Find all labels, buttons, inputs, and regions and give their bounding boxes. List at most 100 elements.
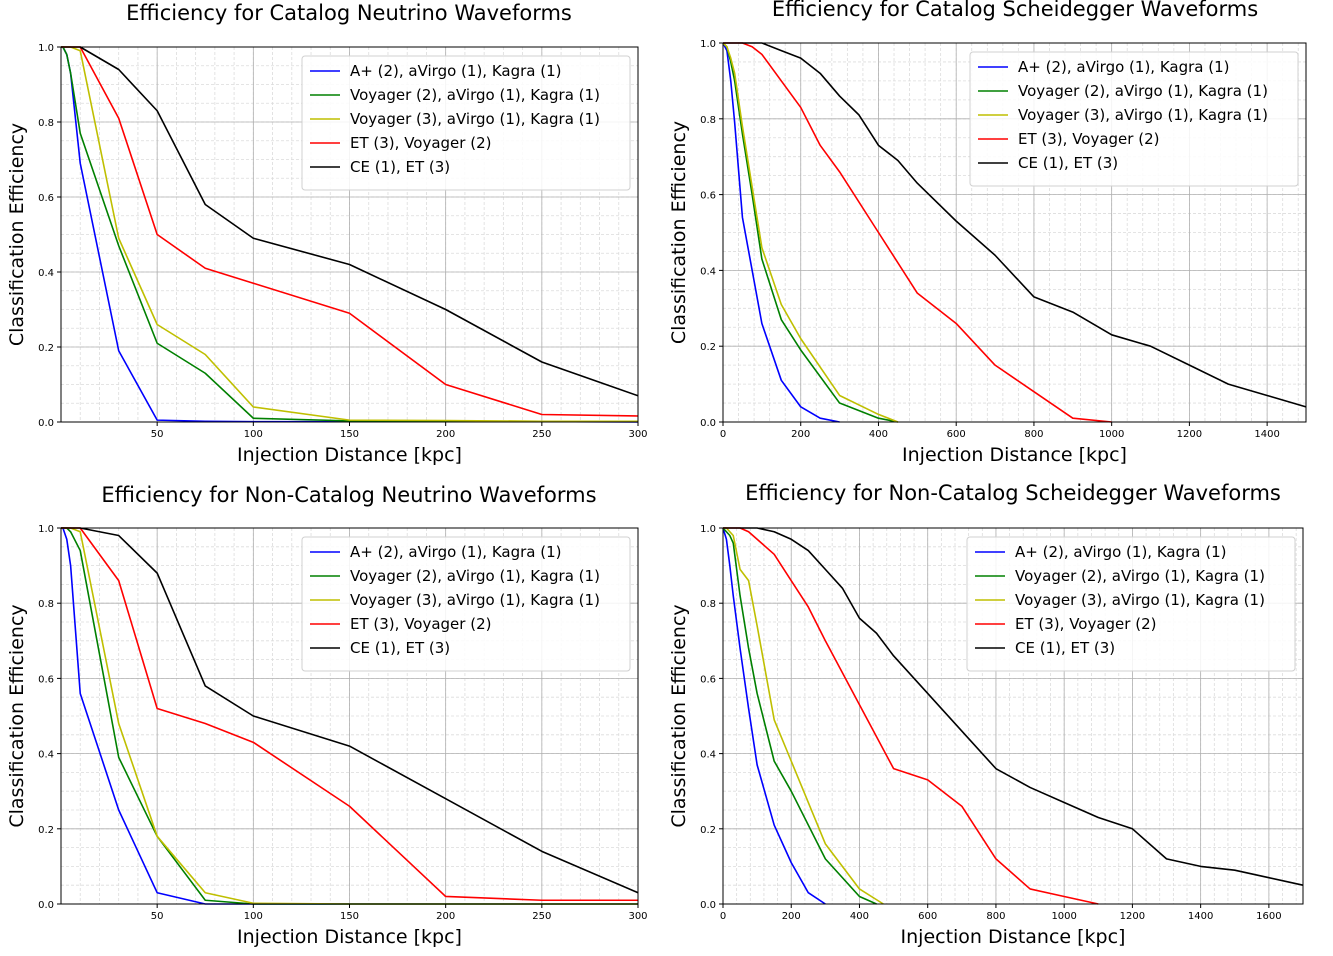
x-tick-label: 200: [436, 911, 455, 922]
legend-label: A+ (2), aVirgo (1), Kagra (1): [350, 62, 562, 80]
y-tick-label: 0.6: [38, 193, 54, 204]
legend-box: [301, 536, 631, 672]
x-tick-label: 200: [436, 429, 455, 440]
legend-label: Voyager (2), aVirgo (1), Kagra (1): [1018, 82, 1268, 100]
x-tick-label: 150: [340, 911, 359, 922]
y-tick-label: 0.6: [38, 674, 54, 685]
legend-label: Voyager (3), aVirgo (1), Kagra (1): [1015, 591, 1265, 609]
chart-title: Efficiency for Non-Catalog Scheidegger W…: [745, 481, 1281, 505]
x-tick-label: 1200: [1120, 911, 1145, 922]
x-tick-label: 300: [628, 911, 647, 922]
series-line-2: [722, 527, 877, 905]
legend-label: ET (3), Voyager (2): [1018, 130, 1159, 148]
legend-label: CE (1), ET (3): [350, 639, 450, 657]
legend-label: ET (3), Voyager (2): [350, 615, 491, 633]
legend-label: Voyager (2), aVirgo (1), Kagra (1): [1015, 567, 1265, 585]
legend-label: Voyager (3), aVirgo (1), Kagra (1): [1018, 106, 1268, 124]
y-tick-label: 0.4: [38, 268, 54, 279]
series-line-5: [723, 527, 1304, 886]
x-tick-label: 600: [947, 429, 966, 440]
y-tick-label: 0.2: [700, 342, 716, 353]
y-axis-label: Classification Efficiency: [6, 604, 28, 827]
legend: A+ (2), aVirgo (1), Kagra (1) Voyager (2)…: [301, 55, 631, 191]
x-tick-label: 800: [986, 911, 1005, 922]
x-tick-label: 150: [340, 429, 359, 440]
x-tick-label: 0: [720, 429, 726, 440]
y-tick-label: 0.0: [700, 900, 716, 911]
y-tick-label: 1.0: [700, 39, 716, 50]
legend-label: ET (3), Voyager (2): [1015, 615, 1156, 633]
x-tick-label: 100: [244, 429, 263, 440]
series-line-5: [723, 42, 1307, 408]
legend-label: CE (1), ET (3): [1015, 639, 1115, 657]
x-tick-label: 1400: [1188, 911, 1213, 922]
x-tick-label: 200: [791, 429, 810, 440]
y-tick-label: 1.0: [38, 524, 54, 535]
x-tick-label: 50: [151, 429, 164, 440]
legend: A+ (2), aVirgo (1), Kagra (1) Voyager (2)…: [301, 536, 631, 672]
series-line-1: [722, 42, 840, 423]
x-tick-label: 1200: [1177, 429, 1202, 440]
y-tick-label: 0.0: [38, 418, 54, 429]
series-line-3: [723, 527, 884, 905]
y-tick-label: 1.0: [38, 43, 54, 54]
series-line-4: [723, 42, 1112, 423]
y-tick-label: 0.8: [700, 115, 716, 126]
x-tick-label: 250: [532, 911, 551, 922]
legend-label: CE (1), ET (3): [350, 158, 450, 176]
y-axis-label: Classification Efficiency: [6, 123, 28, 346]
x-tick-label: 100: [244, 911, 263, 922]
legend-box: [966, 536, 1296, 672]
x-tick-label: 600: [918, 911, 937, 922]
legend-label: Voyager (2), aVirgo (1), Kagra (1): [350, 567, 600, 585]
y-tick-label: 0.6: [700, 674, 716, 685]
legend-label: ET (3), Voyager (2): [350, 134, 491, 152]
y-tick-label: 0.8: [38, 599, 54, 610]
x-tick-label: 1400: [1254, 429, 1279, 440]
x-tick-label: 400: [869, 429, 888, 440]
chart-panel-3: 50 100 150 200 250 300 0.0 0.2 0.4 0.6 0.8 1.0 Effic…: [6, 483, 648, 948]
chart-title: Efficiency for Non-Catalog Neutrino Wave…: [101, 483, 596, 507]
x-tick-label: 1000: [1099, 429, 1124, 440]
x-tick-label: 1600: [1256, 911, 1281, 922]
chart-title: Efficiency for Catalog Neutrino Waveform…: [126, 1, 572, 25]
axes-frame: [722, 527, 1304, 905]
y-tick-label: 1.0: [700, 524, 716, 535]
y-tick-label: 0.2: [700, 825, 716, 836]
legend-label: Voyager (3), aVirgo (1), Kagra (1): [350, 591, 600, 609]
x-tick-label: 800: [1024, 429, 1043, 440]
series-line-2: [722, 42, 899, 423]
legend: A+ (2), aVirgo (1), Kagra (1) Voyager (2)…: [966, 536, 1296, 672]
x-tick-label: 1000: [1051, 911, 1076, 922]
series-line-3: [722, 42, 899, 423]
y-tick-label: 0.4: [700, 750, 716, 761]
x-axis-label: Injection Distance [kpc]: [901, 926, 1126, 948]
y-tick-label: 0.4: [38, 750, 54, 761]
legend-label: Voyager (3), aVirgo (1), Kagra (1): [350, 110, 600, 128]
legend-label: A+ (2), aVirgo (1), Kagra (1): [1015, 543, 1227, 561]
chart-panel-4: 0 200 400 600 800 1000 1200 1400 1600 0.0 0.2 0.4 0.…: [668, 481, 1304, 948]
series-line-4: [723, 527, 1099, 905]
x-axis-label: Injection Distance [kpc]: [237, 444, 462, 466]
chart-panel-2: 0 200 400 600 800 1000 1200 1400 0.0 0.2 0.4 0.6 0.8…: [668, 0, 1307, 466]
axes-frame: [722, 42, 1307, 423]
y-tick-label: 0.4: [700, 266, 716, 277]
x-tick-label: 50: [151, 911, 164, 922]
x-tick-label: 400: [850, 911, 869, 922]
y-tick-label: 0.8: [38, 118, 54, 129]
grid: [60, 46, 639, 423]
legend-label: A+ (2), aVirgo (1), Kagra (1): [1018, 58, 1230, 76]
y-tick-label: 0.0: [700, 418, 716, 429]
x-axis-label: Injection Distance [kpc]: [237, 926, 462, 948]
y-tick-label: 0.2: [38, 343, 54, 354]
legend-box: [969, 51, 1299, 187]
y-tick-label: 0.6: [700, 191, 716, 202]
legend-label: CE (1), ET (3): [1018, 154, 1118, 172]
y-tick-label: 0.8: [700, 599, 716, 610]
series-line-1: [722, 527, 826, 905]
chart-title: Efficiency for Catalog Scheidegger Wavef…: [772, 0, 1258, 21]
legend-label: A+ (2), aVirgo (1), Kagra (1): [350, 543, 562, 561]
x-tick-label: 250: [532, 429, 551, 440]
x-tick-label: 0: [720, 911, 726, 922]
